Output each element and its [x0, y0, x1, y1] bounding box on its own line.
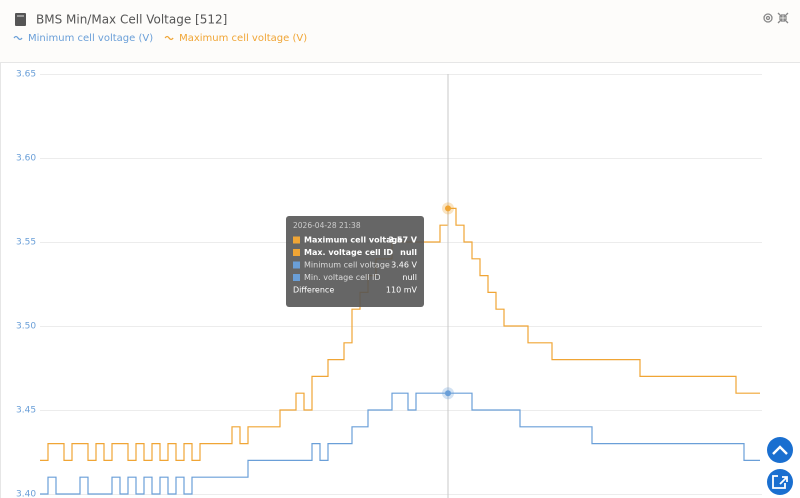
tooltip-time: 2026-04-28 21:38 [293, 221, 361, 230]
tooltip-swatch [293, 249, 300, 256]
tooltip-swatch [293, 236, 300, 244]
tooltip-label: Difference [293, 286, 334, 295]
tooltip-label: Max. voltage cell ID [304, 248, 393, 257]
tooltip: 2026-04-28 21:38 Maximum cell voltage3.57… [286, 216, 424, 307]
tooltip-value: 3.46 V [391, 261, 417, 270]
y-tick-label: 3.40 [16, 490, 36, 498]
y-tick-label: 3.45 [16, 406, 36, 416]
scroll-top-button[interactable] [767, 437, 793, 463]
settings-button[interactable] [763, 13, 773, 23]
header [0, 0, 800, 62]
tooltip-value: 110 mV [386, 286, 418, 295]
hover-point [445, 390, 451, 397]
y-tick-label: 3.55 [16, 238, 36, 248]
y-tick-label: 3.60 [16, 154, 36, 164]
legend-label: Maximum cell voltage (V) [179, 33, 307, 44]
export-button[interactable] [767, 469, 793, 495]
series-line [40, 392, 760, 495]
tooltip-value: null [400, 248, 417, 257]
tooltip-swatch [293, 261, 300, 269]
tooltip-value: null [402, 273, 417, 282]
tooltip-value: 3.57 V [388, 236, 418, 245]
tooltip-label: Minimum cell voltage [304, 261, 390, 270]
widget-icon [15, 13, 26, 26]
tooltip-swatch [293, 274, 300, 281]
hover-point [445, 205, 451, 212]
tooltip-box [286, 216, 424, 307]
tooltip-label: Maximum cell voltage [304, 236, 403, 245]
legend-icon [164, 35, 174, 41]
legend-icon [13, 35, 23, 41]
chart-title: BMS Min/Max Cell Voltage [512] [36, 13, 227, 27]
tooltip-label: Min. voltage cell ID [304, 273, 381, 282]
y-tick-label: 3.50 [16, 322, 36, 332]
y-tick-label: 3.65 [16, 70, 36, 80]
series-line [40, 207, 760, 461]
collapse-button[interactable] [777, 12, 789, 24]
legend-label: Minimum cell voltage (V) [28, 33, 153, 44]
